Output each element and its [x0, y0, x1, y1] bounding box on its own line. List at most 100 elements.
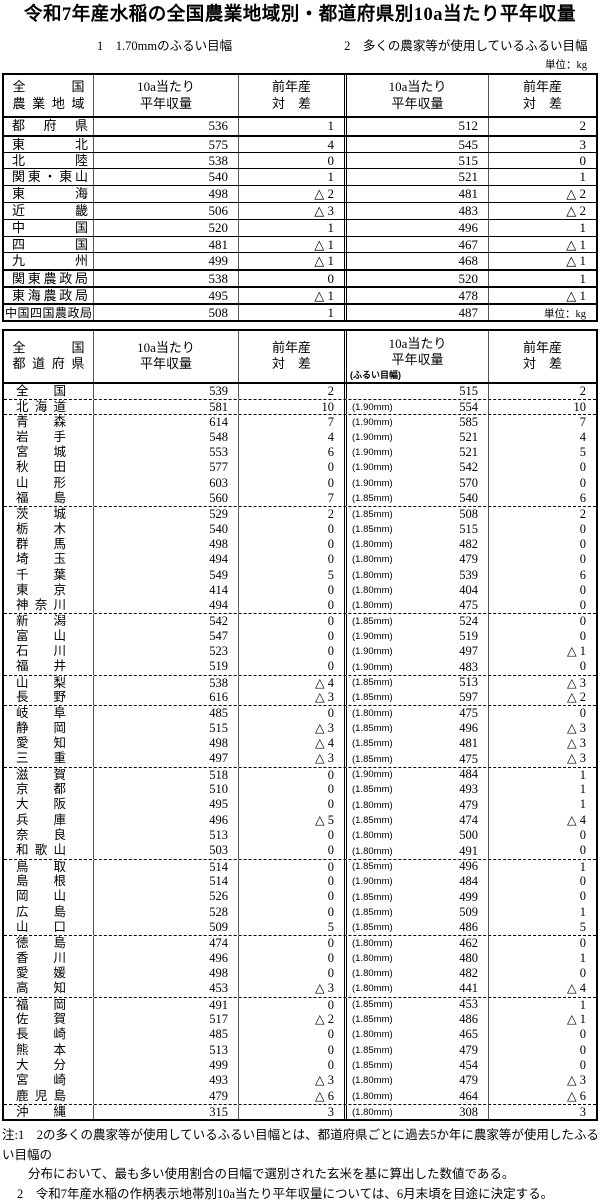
diff-value-farmers: 0: [579, 521, 586, 536]
yield-value-farmers-cell: (1.85mm) 453: [347, 997, 489, 1013]
diff-value-farmers: △ 4: [567, 981, 586, 996]
yield-value-farmers: 597: [459, 690, 478, 705]
diff-value-farmers: 1: [579, 950, 586, 965]
prefecture-name-cell: 宮城: [4, 444, 94, 461]
header-yield-farmers-sieve: 10a当たり 平年収量: [347, 75, 489, 116]
yield-value-farmers: 483: [347, 202, 489, 219]
diff-value-sieve170: 0: [239, 706, 347, 721]
prefecture-name-cell: 長崎: [4, 1027, 94, 1043]
diff-value-sieve170: △ 3: [239, 720, 347, 737]
yield-value-farmers: 479: [459, 797, 478, 812]
region-name-cell: 関東・東山: [4, 169, 94, 186]
diff-value-sieve170: △ 2: [239, 186, 347, 202]
yield-value-sieve170: 529: [94, 507, 239, 522]
sieve-width-label: (1.80mm): [352, 708, 393, 720]
prefecture-table-row: 鳥取 514 0 (1.85mm) 496 1: [4, 858, 596, 875]
prefecture-name-cell: 宮崎: [4, 1073, 94, 1089]
footnotes: 注:1 2の多くの農家等が使用しているふるい目幅とは、都道府県ごとに過去5か年に…: [0, 1126, 600, 1204]
sieve-width-label: (1.85mm): [352, 677, 393, 689]
yield-value-farmers-cell: (1.85mm) 493: [347, 782, 489, 798]
yield-value-sieve170: 536: [94, 118, 239, 135]
yield-value-sieve170: 485: [94, 1027, 239, 1043]
diff-value-farmers: △ 6: [567, 1088, 586, 1103]
yield-value-farmers-cell: (1.80mm) 482: [347, 966, 489, 982]
prefecture-name-cell: 香川: [4, 950, 94, 967]
sieve-width-label: (1.90mm): [352, 446, 393, 458]
prefecture-table-row: 神奈川 494 0 (1.80mm) 475 0: [4, 598, 596, 614]
prefecture-table-row: 全国 539 2 515 2: [4, 383, 596, 399]
sieve-width-label: (1.85mm): [352, 814, 393, 826]
yield-value-farmers: 453: [459, 997, 478, 1012]
diff-value-sieve170: △ 5: [239, 812, 347, 829]
prefecture-name-cell: 山梨: [4, 675, 94, 691]
yield-value-sieve170: 575: [94, 136, 239, 152]
prefecture-table-row: 山形 603 0 (1.90mm) 570 0: [4, 475, 596, 491]
yield-value-sieve170: 315: [94, 1104, 239, 1120]
diff-value-farmers: 1: [579, 219, 587, 235]
region-name-cell: 東海: [4, 186, 94, 202]
prefecture-table-row: 福井 519 0 (1.90mm) 483 0: [4, 659, 596, 675]
prefecture-name-cell: 千葉: [4, 567, 94, 583]
sieve-width-label: (1.90mm): [352, 416, 393, 428]
diff-value-farmers: 3: [579, 1104, 586, 1119]
yield-value-farmers-cell: (1.80mm) 441: [347, 981, 489, 997]
yield-value-sieve170: 506: [94, 202, 239, 219]
yield-value-sieve170: 495: [94, 797, 239, 813]
prefecture-name-cell: 奈良: [4, 828, 94, 844]
yield-value-farmers-cell: (1.80mm) 404: [347, 582, 489, 599]
yield-value-farmers-cell: (1.85mm) 524: [347, 614, 489, 629]
diff-value-sieve170: 0: [239, 460, 347, 476]
diff-value-farmers: 1: [579, 767, 586, 782]
diff-value-sieve170: 0: [239, 889, 347, 905]
yield-value-sieve170: 542: [94, 614, 239, 629]
diff-value-farmers: 3: [579, 136, 587, 152]
prefecture-name-cell: 全国: [4, 383, 94, 399]
yield-value-sieve170: 495: [94, 287, 239, 303]
yield-value-sieve170: 499: [94, 253, 239, 270]
yield-value-farmers-cell: (1.85mm) 509: [347, 904, 489, 921]
sieve-width-label: (1.85mm): [352, 922, 393, 934]
diff-value-sieve170: 0: [239, 966, 347, 982]
diff-value-sieve170: △ 4: [239, 675, 347, 691]
sieve-width-label: (1.80mm): [352, 554, 393, 566]
diff-value-sieve170: 0: [239, 659, 347, 675]
yield-value-farmers: 482: [459, 536, 478, 551]
prefecture-table-row: 奈良 513 0 (1.80mm) 500 0: [4, 828, 596, 844]
yield-value-farmers: 499: [459, 889, 478, 904]
diff-value-sieve170: 10: [239, 399, 347, 415]
sieve-width-label: (1.80mm): [352, 1106, 393, 1118]
yield-value-sieve170: 553: [94, 444, 239, 461]
yield-value-farmers-cell: (1.85mm) 499: [347, 889, 489, 905]
diff-value-sieve170: 0: [239, 828, 347, 844]
sieve-width-label: (1.90mm): [352, 876, 393, 888]
sieve-width-label: (1.85mm): [352, 616, 393, 628]
yield-value-farmers: 509: [459, 904, 478, 919]
header-yield-farmers-sieve: 10a当たり 平年収量 (ふるい目幅): [347, 330, 489, 382]
prefecture-table-row: 愛知 498 △ 4 (1.85mm) 481 △ 3: [4, 736, 596, 752]
yield-value-sieve170: 508: [94, 304, 239, 320]
yield-value-farmers: 515: [459, 521, 478, 536]
page-title: 令和7年産水稲の全国農業地域別・都道府県別10a当たり平年収量: [23, 5, 576, 25]
sieve-width-label: (1.85mm): [352, 1044, 393, 1056]
yield-value-sieve170: 515: [94, 720, 239, 737]
yield-value-sieve170: 519: [94, 659, 239, 675]
header-yield-sieve170: 10a当たり 平年収量: [94, 330, 239, 382]
diff-value-farmers: △ 3: [567, 720, 586, 735]
yield-value-sieve170: 503: [94, 843, 239, 859]
region-name-cell: 都府県: [4, 118, 94, 135]
yield-value-farmers-cell: (1.90mm) 484: [347, 874, 489, 890]
diff-value-farmers: △ 2: [566, 186, 586, 202]
diff-value-farmers: 0: [579, 536, 586, 551]
prefecture-table-row: 東京 414 0 (1.80mm) 404 0: [4, 582, 596, 599]
prefecture-name-cell: 滋賀: [4, 767, 94, 783]
yield-value-farmers-cell: (1.80mm) 465: [347, 1027, 489, 1043]
yield-value-sieve170: 479: [94, 1088, 239, 1104]
prefecture-name-cell: 長野: [4, 690, 94, 706]
yield-value-farmers-cell: (1.85mm) 513: [347, 675, 489, 691]
prefecture-table-row: 徳島 474 0 (1.80mm) 462 0: [4, 935, 596, 951]
yield-value-sieve170: 538: [94, 271, 239, 286]
yield-value-farmers: 462: [459, 936, 478, 950]
yield-value-sieve170: 497: [94, 751, 239, 767]
yield-value-farmers: 475: [459, 706, 478, 721]
diff-value-sieve170: 5: [239, 920, 347, 936]
